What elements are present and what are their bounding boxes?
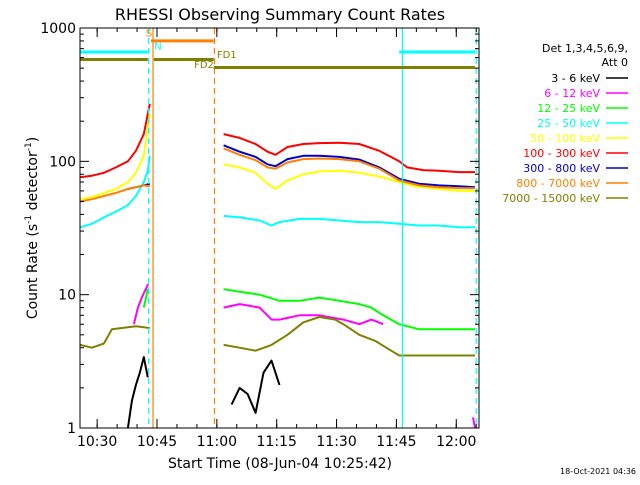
legend-label-50-100-kev: 50 - 100 keV	[530, 132, 600, 145]
y-tick-label-10: 10	[58, 288, 76, 304]
y-tick-label-1000: 1000	[40, 21, 76, 37]
legend-header-line2: Att 0	[602, 56, 628, 69]
legend-label-25-50-kev: 25 - 50 keV	[537, 117, 600, 130]
y-tick-label-100: 100	[49, 154, 76, 170]
x-tick-label-11-00: 11:00	[197, 434, 237, 450]
legend-label-12-25-kev: 12 - 25 keV	[537, 102, 600, 115]
series-7000-15000-kev-segment-0	[79, 325, 150, 349]
legend-label-7000-15000-kev: 7000 - 15000 keV	[502, 192, 600, 205]
x-tick-label-10-30: 10:30	[77, 434, 117, 450]
series-12-25-kev-segment-1	[223, 288, 475, 331]
series-6-12-kev-segment-2	[472, 417, 476, 429]
series-6-12-kev-segment-1	[223, 303, 384, 326]
legend: Det 1,3,4,5,6,9, Att 0 3 - 6 keV 6 - 12 k…	[502, 42, 628, 205]
flag-label-n-1: N	[154, 41, 161, 52]
x-tick-label-11-45: 11:45	[376, 434, 416, 450]
x-tick-label-11-15: 11:15	[257, 434, 297, 450]
series-25-50-kev-segment-0	[79, 155, 151, 229]
series-25-50-kev-segment-1	[223, 214, 475, 229]
legend-label-100-300-kev: 100 - 300 keV	[523, 147, 600, 160]
series-800-7000-kev-segment-0	[79, 184, 150, 203]
series-12-25-kev-segment-0	[142, 288, 149, 308]
x-tick-label-10-45: 10:45	[137, 434, 177, 450]
series-6-12-kev-segment-0	[132, 283, 150, 325]
legend-header-line1: Det 1,3,4,5,6,9,	[542, 42, 628, 55]
chart-title: RHESSI Observing Summary Count Rates	[115, 5, 445, 24]
x-axis-label: Start Time (08-Jun-04 10:25:42)	[168, 456, 392, 472]
series-3-6-kev-segment-0	[126, 356, 149, 429]
flag-bars	[80, 39, 476, 70]
legend-entries: 3 - 6 keV 6 - 12 keV 12 - 25 keV 25 - 50 ke…	[502, 72, 628, 205]
series-100-300-kev-segment-0	[79, 103, 151, 179]
flag-label-fd1-2: FD1	[217, 50, 237, 61]
flag-label-s-0: S	[146, 29, 152, 40]
legend-label-300-800-kev: 300 - 800 keV	[523, 162, 600, 175]
series-3-6-kev-segment-1	[230, 359, 281, 414]
vertical-markers	[148, 28, 477, 428]
legend-label-800-7000-kev: 800 - 7000 keV	[516, 177, 600, 190]
x-tick-label-12-00: 12:00	[436, 434, 476, 450]
flag-label-fd2-3: FD2	[194, 60, 214, 71]
series-800-7000-kev-segment-1	[223, 147, 475, 190]
series-layer	[79, 103, 476, 429]
plot-frame	[79, 27, 480, 429]
series-300-800-kev-segment-1	[223, 144, 476, 189]
series-50-100-kev-segment-0	[79, 112, 151, 201]
legend-label-3-6-kev: 3 - 6 keV	[551, 72, 600, 85]
y-axis: 1 10 100 1000	[40, 21, 479, 437]
x-axis: 10:30 10:45 11:00 11:15 11:30 11:45 12:00	[77, 28, 477, 450]
timestamp: 18-Oct-2021 04:36	[560, 467, 636, 476]
y-tick-label-1: 1	[67, 421, 76, 437]
x-tick-label-11-30: 11:30	[316, 434, 356, 450]
series-50-100-kev-segment-1	[223, 163, 475, 192]
y-axis-label: Count Rate (s-1 detector-1)	[24, 137, 41, 319]
series-7000-15000-kev-segment-1	[223, 316, 475, 357]
legend-label-6-12-kev: 6 - 12 keV	[544, 87, 600, 100]
series-100-300-kev-segment-1	[223, 133, 475, 174]
